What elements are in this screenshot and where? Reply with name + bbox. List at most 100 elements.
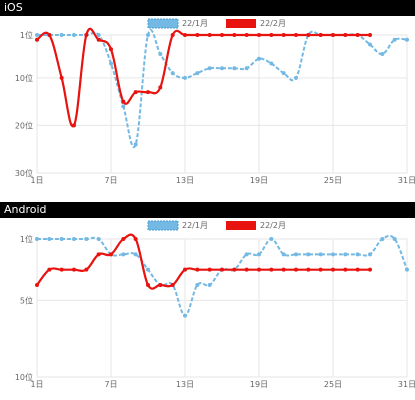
data-point[interactable]: [281, 267, 286, 272]
legend-swatch-2[interactable]: [226, 221, 256, 230]
data-point[interactable]: [207, 33, 212, 37]
data-point[interactable]: [35, 283, 39, 287]
data-point[interactable]: [72, 33, 76, 37]
data-point[interactable]: [96, 37, 101, 42]
data-point[interactable]: [294, 267, 298, 272]
data-point[interactable]: [343, 252, 348, 257]
data-point[interactable]: [35, 33, 39, 37]
data-point[interactable]: [232, 33, 237, 37]
data-point[interactable]: [158, 283, 163, 287]
data-point[interactable]: [146, 283, 150, 287]
data-point[interactable]: [392, 37, 397, 42]
data-point[interactable]: [355, 33, 360, 37]
legend-label-2[interactable]: 22/2月: [260, 221, 286, 230]
data-point[interactable]: [109, 47, 113, 52]
data-point[interactable]: [170, 33, 175, 37]
data-point[interactable]: [355, 267, 360, 272]
data-point[interactable]: [232, 267, 237, 272]
data-point[interactable]: [232, 66, 237, 71]
data-point[interactable]: [380, 52, 385, 57]
data-point[interactable]: [133, 142, 138, 147]
data-point[interactable]: [207, 66, 212, 71]
data-point[interactable]: [207, 283, 212, 287]
data-point[interactable]: [368, 267, 372, 272]
data-point[interactable]: [170, 283, 175, 287]
data-point[interactable]: [35, 237, 39, 241]
data-point[interactable]: [59, 267, 64, 272]
data-point[interactable]: [133, 252, 138, 257]
data-point[interactable]: [244, 267, 249, 272]
data-point[interactable]: [84, 267, 89, 272]
data-point[interactable]: [59, 237, 64, 241]
data-point[interactable]: [306, 267, 311, 272]
data-point[interactable]: [257, 267, 261, 272]
data-point[interactable]: [47, 267, 52, 272]
data-point[interactable]: [96, 33, 101, 37]
data-point[interactable]: [306, 33, 311, 37]
data-point[interactable]: [133, 237, 138, 241]
data-point[interactable]: [244, 252, 249, 257]
data-point[interactable]: [59, 33, 64, 37]
data-point[interactable]: [343, 33, 348, 37]
data-point[interactable]: [133, 90, 138, 95]
data-point[interactable]: [146, 267, 150, 272]
data-point[interactable]: [72, 123, 76, 128]
data-point[interactable]: [306, 252, 311, 257]
data-point[interactable]: [109, 61, 113, 66]
data-point[interactable]: [368, 33, 372, 37]
data-point[interactable]: [195, 283, 200, 287]
legend-label-2[interactable]: 22/2月: [260, 19, 286, 28]
data-point[interactable]: [331, 33, 335, 37]
data-point[interactable]: [281, 33, 286, 37]
data-point[interactable]: [220, 267, 224, 272]
data-point[interactable]: [220, 33, 224, 37]
legend-swatch-2[interactable]: [226, 19, 256, 28]
data-point[interactable]: [294, 75, 298, 80]
data-point[interactable]: [281, 71, 286, 76]
data-point[interactable]: [257, 252, 261, 257]
data-point[interactable]: [318, 267, 323, 272]
data-point[interactable]: [269, 237, 274, 241]
data-point[interactable]: [207, 267, 212, 272]
data-point[interactable]: [257, 56, 261, 61]
legend-label-1[interactable]: 22/1月: [182, 221, 208, 230]
data-point[interactable]: [195, 267, 200, 272]
data-point[interactable]: [183, 33, 187, 37]
data-point[interactable]: [121, 99, 126, 104]
data-point[interactable]: [269, 267, 274, 272]
data-point[interactable]: [158, 52, 163, 57]
legend-label-1[interactable]: 22/1月: [182, 19, 208, 28]
data-point[interactable]: [121, 104, 126, 109]
data-point[interactable]: [195, 33, 200, 37]
legend-swatch-1[interactable]: [147, 220, 179, 231]
data-point[interactable]: [84, 33, 89, 37]
data-point[interactable]: [405, 37, 409, 42]
data-point[interactable]: [96, 252, 101, 257]
data-point[interactable]: [355, 252, 360, 257]
data-point[interactable]: [158, 85, 163, 90]
data-point[interactable]: [331, 252, 335, 257]
data-point[interactable]: [96, 237, 101, 241]
data-point[interactable]: [343, 267, 348, 272]
data-point[interactable]: [318, 252, 323, 257]
data-point[interactable]: [269, 33, 274, 37]
data-point[interactable]: [405, 267, 409, 272]
data-point[interactable]: [109, 252, 113, 257]
data-point[interactable]: [244, 66, 249, 71]
data-point[interactable]: [146, 33, 150, 37]
data-point[interactable]: [392, 237, 397, 241]
data-point[interactable]: [257, 33, 261, 37]
data-point[interactable]: [281, 252, 286, 257]
data-point[interactable]: [195, 71, 200, 76]
data-point[interactable]: [269, 61, 274, 66]
data-point[interactable]: [368, 42, 372, 47]
data-point[interactable]: [380, 237, 385, 241]
data-point[interactable]: [84, 237, 89, 241]
data-point[interactable]: [72, 267, 76, 272]
data-point[interactable]: [146, 90, 150, 95]
data-point[interactable]: [368, 252, 372, 257]
data-point[interactable]: [294, 252, 298, 257]
data-point[interactable]: [183, 313, 187, 318]
data-point[interactable]: [244, 33, 249, 37]
data-point[interactable]: [183, 75, 187, 80]
